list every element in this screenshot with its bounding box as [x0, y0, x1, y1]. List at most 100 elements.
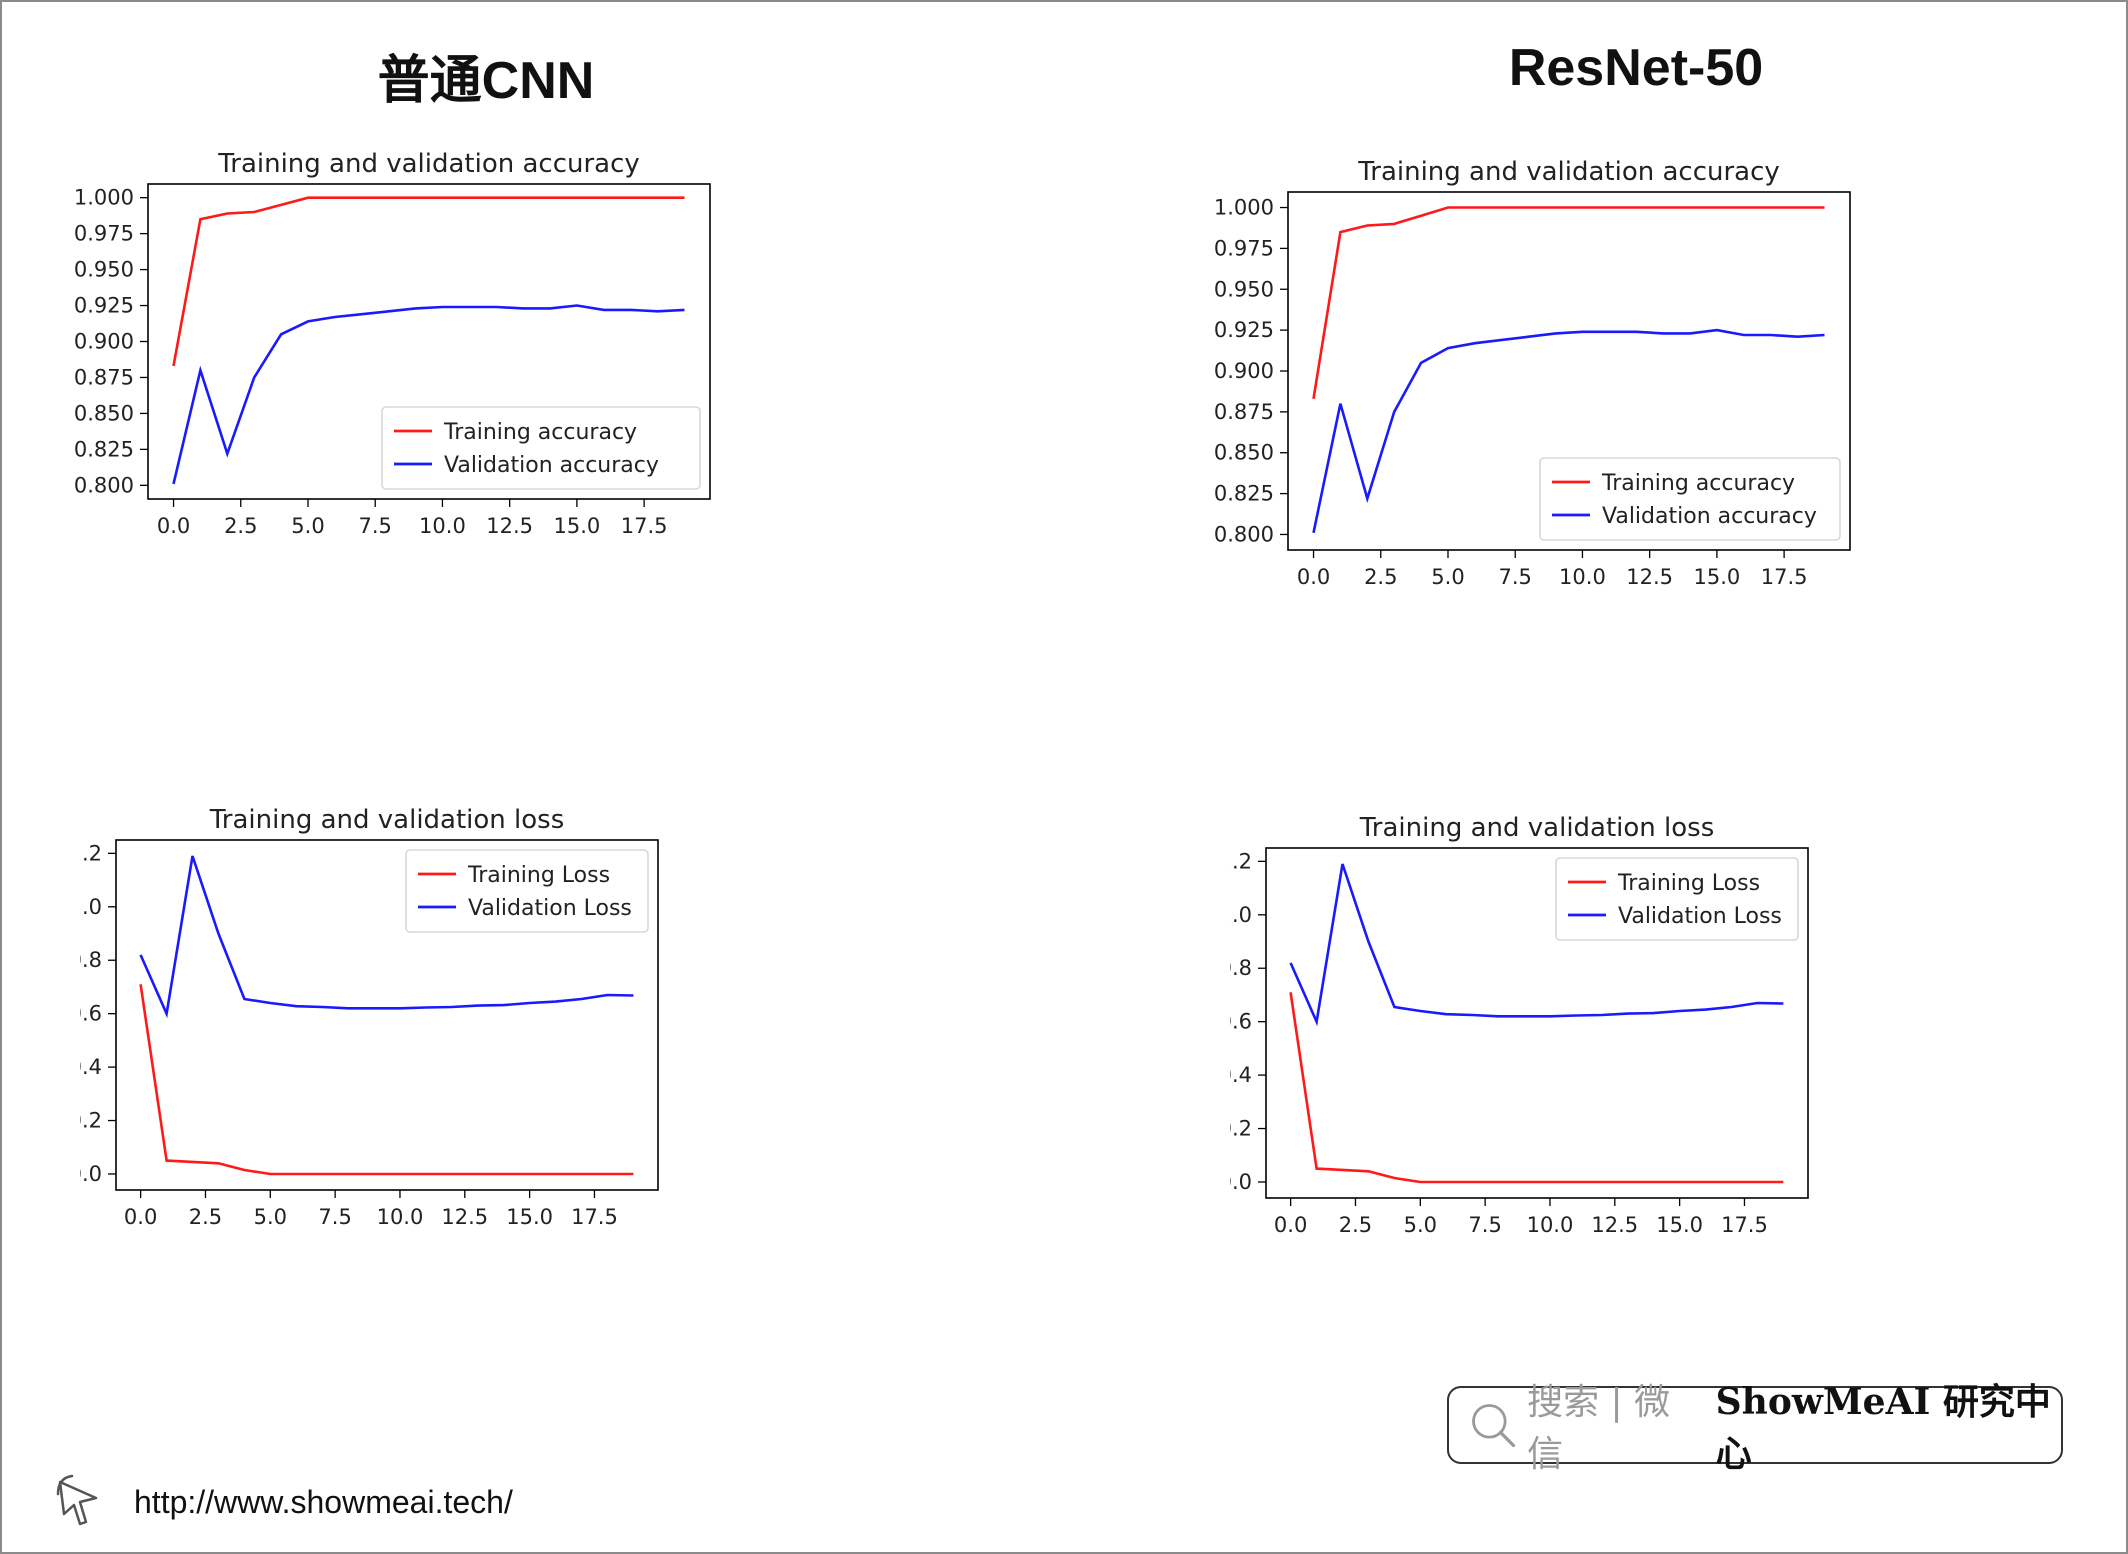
x-tick-label: 0.0 [1297, 565, 1330, 589]
x-tick-label: 2.5 [1339, 1213, 1372, 1237]
y-tick-label: 1.2 [1230, 849, 1252, 873]
y-tick-label: 0.875 [1214, 400, 1274, 424]
y-tick-label: 0.4 [1230, 1063, 1252, 1087]
x-tick-label: 2.5 [224, 514, 257, 538]
search-badge: 搜索 | 微信 ShowMeAI 研究中心 [1447, 1381, 2063, 1475]
y-tick-label: 0.850 [74, 401, 134, 425]
column-title-cnn: 普通CNN [377, 52, 595, 110]
chart-title: Training and validation loss [209, 805, 565, 835]
y-tick-label: 0.2 [80, 1109, 102, 1133]
legend-label: Validation Loss [468, 896, 632, 921]
x-tick-label: 15.0 [1656, 1213, 1703, 1237]
x-tick-label: 5.0 [291, 514, 324, 538]
x-tick-label: 7.5 [318, 1205, 351, 1229]
y-tick-label: 1.0 [80, 895, 102, 919]
resnet-loss-chart: Training and validation loss 0.0 2.5 5.0 7.5… [1230, 813, 1809, 1237]
y-tick-label: 0.8 [1230, 956, 1252, 980]
y-tick-label: 0.925 [1214, 318, 1274, 342]
search-icon [1472, 1404, 1516, 1448]
y-tick-label: 0.900 [1214, 359, 1274, 383]
y-tick-label: 0.6 [1230, 1010, 1252, 1034]
legend-label: Validation accuracy [444, 453, 659, 478]
plot-frame [115, 839, 659, 1191]
y-tick-label: 0.875 [74, 365, 134, 389]
y-tick-label: 0.950 [74, 258, 134, 282]
legend-label: Training accuracy [1601, 471, 1795, 496]
y-tick-label: 0.825 [74, 437, 134, 461]
x-tick-label: 7.5 [359, 514, 392, 538]
series-line [139, 984, 634, 1176]
y-tick-label: 0.850 [1214, 441, 1274, 465]
y-tick-label: 0.6 [80, 1002, 102, 1026]
y-tick-label: 0.4 [80, 1055, 102, 1079]
legend-label: Training Loss [1617, 871, 1760, 896]
series-line [1312, 206, 1825, 400]
legend-box [381, 406, 701, 490]
x-tick-label: 0.0 [157, 514, 190, 538]
x-tick-label: 12.5 [441, 1205, 488, 1229]
legend-label: Validation accuracy [1602, 504, 1817, 529]
x-tick-label: 17.5 [621, 514, 668, 538]
x-tick-label: 2.5 [189, 1205, 222, 1229]
series-line [139, 855, 634, 1019]
column-title-resnet: ResNet-50 [1508, 39, 1764, 97]
x-tick-label: 12.5 [486, 514, 533, 538]
y-tick-label: 0.800 [1214, 522, 1274, 546]
y-tick-label: 0.925 [74, 294, 134, 318]
chart-title: Training and validation loss [1359, 813, 1715, 843]
legend-label: Training Loss [467, 863, 610, 888]
y-tick-label: 0.0 [1230, 1170, 1252, 1194]
cnn-loss-chart: Training and validation loss 0.0 2.5 5.0 7.5… [80, 805, 659, 1229]
x-tick-label: 15.0 [1694, 565, 1741, 589]
x-tick-label: 5.0 [1404, 1213, 1437, 1237]
y-tick-label: 0.975 [74, 222, 134, 246]
x-tick-label: 17.5 [1721, 1213, 1768, 1237]
series-line [1289, 992, 1784, 1184]
y-tick-label: 0.8 [80, 948, 102, 972]
series-line [172, 196, 685, 367]
x-tick-label: 10.0 [1527, 1213, 1574, 1237]
y-tick-label: 1.000 [74, 186, 134, 210]
x-tick-label: 10.0 [419, 514, 466, 538]
x-tick-label: 12.5 [1591, 1213, 1638, 1237]
x-tick-label: 17.5 [1761, 565, 1808, 589]
series-line [1312, 328, 1825, 534]
y-tick-label: 0.900 [74, 330, 134, 354]
footer: http://www.showmeai.tech/ [56, 1472, 513, 1532]
y-tick-label: 0.2 [1230, 1117, 1252, 1141]
footer-url[interactable]: http://www.showmeai.tech/ [134, 1483, 513, 1520]
legend-label: Training accuracy [443, 420, 637, 445]
y-tick-label: 1.000 [1214, 196, 1274, 220]
x-tick-label: 15.0 [506, 1205, 553, 1229]
x-tick-label: 7.5 [1499, 565, 1532, 589]
y-tick-label: 0.825 [1214, 482, 1274, 506]
cnn-accuracy-chart: Training and validation accuracy 0.0 2.5 5.… [74, 149, 711, 538]
series-line [172, 304, 685, 485]
legend-box [405, 849, 649, 933]
y-tick-label: 1.0 [1230, 903, 1252, 927]
y-tick-label: 0.800 [74, 473, 134, 497]
legend-label: Validation Loss [1618, 904, 1782, 929]
y-tick-label: 1.2 [80, 841, 102, 865]
x-tick-label: 15.0 [554, 514, 601, 538]
plot-frame [1265, 847, 1809, 1199]
legend-box [1539, 457, 1841, 541]
x-tick-label: 5.0 [1431, 565, 1464, 589]
x-tick-label: 12.5 [1626, 565, 1673, 589]
y-tick-label: 0.975 [1214, 236, 1274, 260]
x-tick-label: 17.5 [571, 1205, 618, 1229]
x-tick-label: 0.0 [124, 1205, 157, 1229]
x-tick-label: 7.5 [1468, 1213, 1501, 1237]
chart-title: Training and validation accuracy [1357, 157, 1780, 187]
x-tick-label: 5.0 [254, 1205, 287, 1229]
y-tick-label: 0.950 [1214, 277, 1274, 301]
y-tick-label: 0.0 [80, 1162, 102, 1186]
x-tick-label: 10.0 [1559, 565, 1606, 589]
x-tick-label: 0.0 [1274, 1213, 1307, 1237]
search-hint: 搜索 | 微信 [1527, 1382, 1671, 1475]
series-line [1289, 863, 1784, 1027]
resnet-accuracy-chart: Training and validation accuracy 0.0 2.5 5.… [1214, 157, 1851, 589]
brand-name: ShowMeAI 研究中心 [1715, 1381, 2051, 1475]
legend-box [1555, 857, 1799, 941]
